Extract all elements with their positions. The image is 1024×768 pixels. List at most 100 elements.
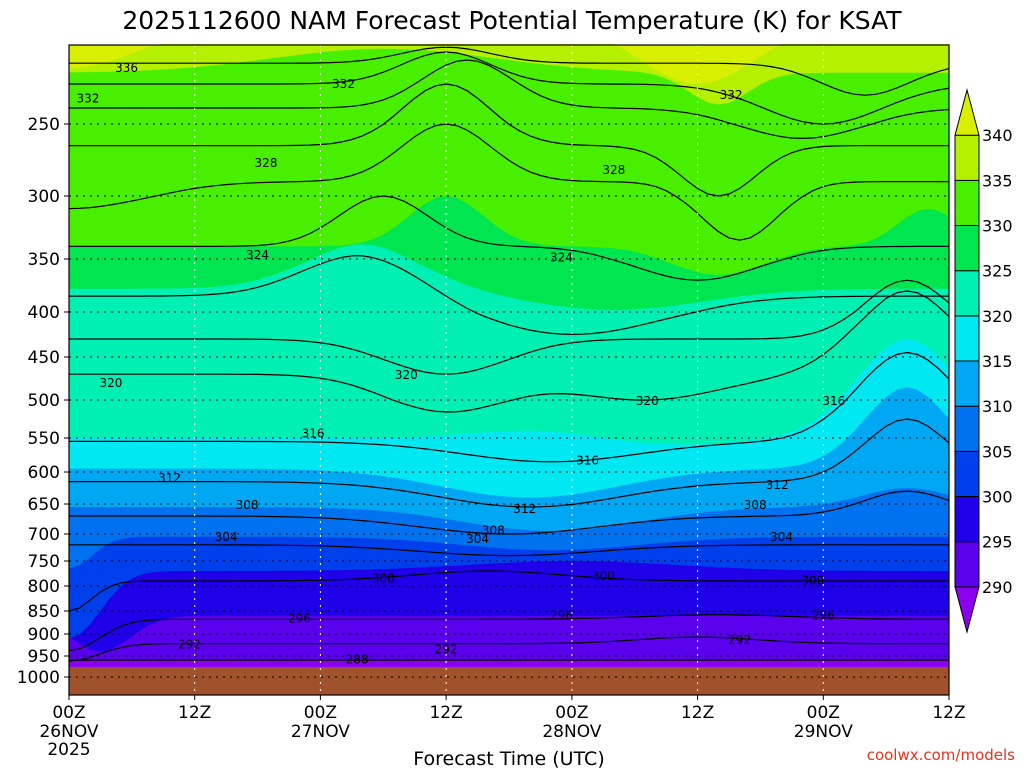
colorbar-swatch [954,179,980,227]
plot-area: 336 332 332 332 328 328 324 324 320 320 320 316 316 3… [68,44,950,696]
contour-324 [69,195,949,281]
colorbar-swatch [954,270,980,317]
contour-label: 312 [513,502,536,516]
y-tick-label: 500 [28,391,60,411]
contour-label: 316 [822,394,845,408]
x-tick-date: 28NOV [542,722,601,742]
chart-title: 2025112600 NAM Forecast Potential Temper… [122,6,902,35]
x-axis-label: Forecast Time (UTC) [413,748,604,768]
y-axis: 250 300 350 400 450 500 550 600 650 700 750 800 850 9… [17,115,69,688]
colorbar-high-triangle [954,88,980,136]
contour-label: 332 [76,91,99,105]
contour-label: 300 [592,569,615,583]
contour-332 [69,51,950,125]
contour-label: 332 [720,88,743,102]
contour-label: 308 [236,498,259,512]
contour-label: 316 [302,426,325,440]
contour-332 [69,59,950,140]
colorbar-label: 305 [982,442,1013,461]
y-tick-label: 1000 [17,668,60,688]
colorbar-label: 325 [982,262,1013,281]
x-tick-date: 29NOV [794,722,853,742]
y-tick-label: 750 [28,552,60,572]
y-tick-label: 850 [28,602,60,622]
colorbar-label: 310 [982,397,1013,416]
y-tick-label: 700 [28,525,60,545]
contour-label: 312 [158,471,181,485]
contour-label: 292 [435,642,458,656]
colorbar-label: 330 [982,217,1013,236]
y-tick-label: 950 [28,647,60,667]
y-tick-label: 350 [28,250,60,270]
contour-label: 288 [346,652,369,666]
colorbar-label: 300 [982,488,1013,507]
contour-label: 328 [602,163,625,177]
y-tick-label: 400 [28,303,60,323]
contour-label: 308 [744,498,767,512]
contour-label: 324 [550,251,573,265]
colorbar-swatch [954,541,980,588]
contour-label: 332 [332,77,355,91]
colorbar: 290 295 300 305 310 315 320 325 330 335 340 [954,88,1013,634]
y-tick-label: 650 [28,495,60,515]
colorbar-swatch [954,450,980,497]
colorbar-swatch [954,360,980,407]
contour-336 [69,46,950,96]
colorbar-swatch [954,225,980,272]
contour-label: 300 [372,572,395,586]
plot-frame [68,44,950,696]
contour-328 [68,123,949,241]
ground-surface [69,667,949,695]
contour-label: 320 [395,368,418,382]
contour-label: 292 [178,638,201,652]
x-tick-label: 12Z [932,703,965,723]
x-tick-label: 12Z [429,703,462,723]
contour-label: 316 [576,453,599,467]
potential-temperature-bands [69,44,949,695]
y-tick-label: 450 [28,348,60,368]
contour-316 [69,351,950,463]
colorbar-low-triangle [954,586,980,634]
colorbar-label: 340 [982,126,1013,145]
y-tick-label: 250 [28,115,60,135]
contour-label: 304 [770,530,793,544]
contour-label: 320 [636,394,659,408]
colorbar-label: 290 [982,578,1013,597]
contour-labels: 336 332 332 332 328 328 324 324 320 320 320 316 316 3… [76,61,845,666]
colorbar-swatch [954,134,980,181]
contour-lines [68,46,950,662]
contour-label: 296 [288,611,311,625]
x-tick-label: 12Z [178,703,211,723]
colorbar-label: 335 [982,171,1013,190]
contour-label: 292 [728,633,751,647]
colorbar-swatch [954,496,980,543]
contour-label: 296 [812,609,835,623]
contour-324 [69,255,949,336]
colorbar-label: 315 [982,352,1013,371]
y-tick-label: 300 [28,187,60,207]
band-340 [69,44,949,84]
colorbar-swatch [954,405,980,452]
contour-296 [68,614,949,652]
x-tick-date: 26NOV [39,722,98,742]
x-tick-label: 00Z [304,703,337,723]
source-credit: coolwx.com/models [867,746,1015,764]
contour-328 [69,83,949,197]
contour-320 [69,290,950,413]
y-tick-label: 550 [28,429,60,449]
contour-label: 336 [115,61,138,75]
contour-label: 328 [255,156,278,170]
colorbar-label: 295 [982,533,1013,552]
x-tick-label: 12Z [681,703,714,723]
contour-label: 320 [99,376,122,390]
x-tick-label: 00Z [555,703,588,723]
contour-312 [69,418,950,508]
contour-label: 324 [246,248,269,262]
y-tick-label: 800 [28,577,60,597]
contour-label: 304 [466,532,489,546]
contour-320 [69,279,950,375]
contour-label: 304 [215,530,238,544]
contour-label: 296 [550,609,573,623]
